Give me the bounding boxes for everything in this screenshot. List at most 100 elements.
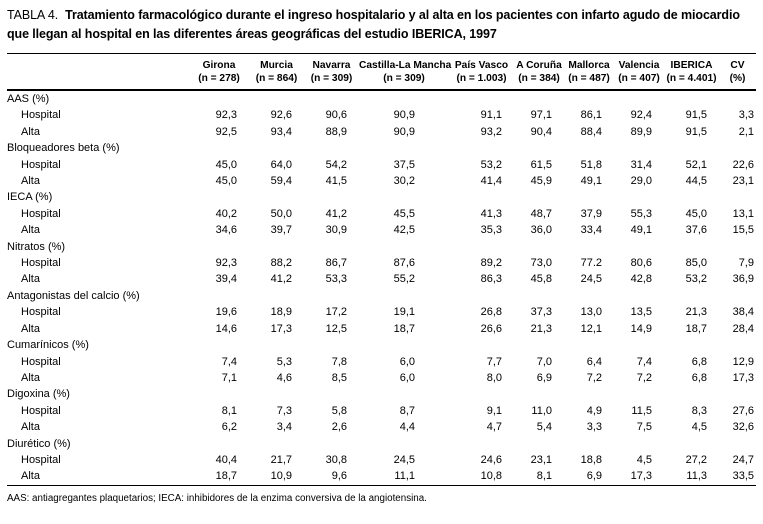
row-label: Hospital [21, 109, 61, 122]
cell-value: 24,6 [480, 453, 502, 466]
cell-value: 49,1 [580, 175, 602, 188]
cell-value: 7,2 [636, 371, 652, 384]
cell-value: 24,5 [580, 273, 602, 286]
cell-value: 18,7 [215, 470, 237, 483]
column-name: Girona [202, 60, 236, 71]
row-label: Alta [21, 125, 40, 138]
table-row: Alta 18,7 10,9 9,6 11,1 10,8 8,1 6,9 17,3 11,3 33,… [7, 468, 756, 485]
header-row: Girona (n = 278) Murcia (n = 864) Navarra (n … [7, 53, 756, 91]
cell-value: 7,5 [636, 421, 652, 434]
cell-value: 86,3 [480, 273, 502, 286]
cell-value: 45,5 [393, 207, 415, 220]
cell-value: 38,4 [732, 306, 754, 319]
cell-value: 91,5 [685, 125, 707, 138]
cell-value: 22,6 [732, 158, 754, 171]
cell-value: 6,9 [536, 371, 552, 384]
cell-value: 17,2 [325, 306, 347, 319]
column-name: Murcia [260, 60, 293, 71]
group-row: Cumarínicos (%) [7, 337, 756, 353]
table-title: TABLA 4. Tratamiento farmacológico durant… [7, 6, 756, 43]
cell-value: 7,8 [331, 355, 347, 368]
cell-value: 6,9 [586, 470, 602, 483]
row-label: Alta [21, 224, 40, 237]
table-row: Hospital 92,3 88,2 86,7 87,6 89,2 73,0 77.2 80,6… [7, 255, 756, 271]
table-row: Alta 45,0 59,4 41,5 30,2 41,4 45,9 49,1 29,0 44,5… [7, 173, 756, 189]
cell-value: 92,3 [215, 257, 237, 270]
table-row: Alta 92,5 93,4 88,9 90,9 93,2 90,4 88,4 89,9 91,5… [7, 124, 756, 140]
cell-value: 93,2 [480, 125, 502, 138]
column-header-murcia: Murcia (n = 864) [249, 53, 304, 91]
group-label: Antagonistas del calcio (%) [7, 289, 140, 302]
cell-value: 26,8 [480, 306, 502, 319]
cell-value: 97,1 [530, 109, 552, 122]
row-label: Alta [21, 470, 40, 483]
cell-value: 33,5 [732, 470, 754, 483]
cell-value: 11,0 [531, 404, 552, 417]
table-row: Hospital 45,0 64,0 54,2 37,5 53,2 61,5 51,8 31,4… [7, 157, 756, 173]
cell-value: 8,1 [536, 470, 552, 483]
cell-value: 27,2 [685, 453, 707, 466]
cell-value: 7,3 [276, 404, 292, 417]
cell-value: 92,3 [215, 109, 237, 122]
cell-value: 11,5 [631, 404, 652, 417]
cell-value: 53,2 [480, 158, 502, 171]
column-name: Navarra [312, 60, 351, 71]
cell-value: 51,8 [580, 158, 602, 171]
column-header-iberica: IBERICA (n = 4.401) [664, 53, 719, 91]
cell-value: 10,8 [480, 470, 502, 483]
cell-value: 55,2 [393, 273, 415, 286]
cell-value: 17,3 [732, 371, 754, 384]
cell-value: 87,6 [393, 257, 415, 270]
cell-value: 41,2 [270, 273, 292, 286]
cell-value: 53,2 [685, 273, 707, 286]
group-row: Nitratos (%) [7, 239, 756, 255]
cell-value: 88,2 [270, 257, 292, 270]
group-row: Antagonistas del calcio (%) [7, 288, 756, 304]
row-label: Hospital [21, 306, 61, 319]
column-header-girona: Girona (n = 278) [189, 53, 249, 91]
group-row: IECA (%) [7, 189, 756, 205]
cell-value: 4,9 [586, 404, 602, 417]
cell-value: 35,3 [480, 224, 502, 237]
cell-value: 19,6 [215, 306, 237, 319]
group-label: IECA (%) [7, 191, 53, 204]
cell-value: 64,0 [270, 158, 292, 171]
cell-value: 2,1 [738, 125, 754, 138]
table-row: Hospital 7,4 5,3 7,8 6,0 7,7 7,0 6,4 7,4 6,8 12,9 [7, 354, 756, 370]
cell-value: 86,7 [325, 257, 347, 270]
column-n: (n = 384) [518, 73, 560, 84]
cell-value: 44,5 [685, 175, 707, 188]
cell-value: 29,0 [630, 175, 652, 188]
cell-value: 4,4 [399, 421, 415, 434]
cell-value: 32,6 [732, 421, 754, 434]
cell-value: 37,6 [685, 224, 707, 237]
row-label: Alta [21, 322, 40, 335]
cell-value: 18,7 [685, 322, 707, 335]
cell-value: 55,3 [630, 207, 652, 220]
cell-value: 8,5 [331, 371, 347, 384]
cell-value: 6,0 [399, 355, 415, 368]
cell-value: 7,0 [536, 355, 552, 368]
column-n: (n = 309) [383, 73, 425, 84]
column-n: (n = 309) [310, 73, 353, 84]
table-row: Alta 14,6 17,3 12,5 18,7 26,6 21,3 12,1 14,9 18,7… [7, 321, 756, 337]
cell-value: 7,1 [221, 371, 237, 384]
cell-value: 12,9 [732, 355, 754, 368]
cell-value: 45,0 [215, 158, 237, 171]
table-row: Alta 39,4 41,2 53,3 55,2 86,3 45,8 24,5 42,8 53,2… [7, 271, 756, 287]
cell-value: 40,2 [215, 207, 237, 220]
cell-value: 90,9 [393, 125, 415, 138]
table-row: Alta 6,2 3,4 2,6 4,4 4,7 5,4 3,3 7,5 4,5 32,6 [7, 419, 756, 435]
cell-value: 15,5 [732, 224, 754, 237]
column-n: (n = 278) [198, 73, 240, 84]
cell-value: 13,5 [630, 306, 652, 319]
column-name: País Vasco [454, 60, 509, 71]
cell-value: 39,4 [215, 273, 237, 286]
column-name: Valencia [618, 60, 660, 71]
cell-value: 92,6 [270, 109, 292, 122]
cell-value: 93,4 [270, 125, 292, 138]
cell-value: 6,4 [586, 355, 602, 368]
column-n: (%) [729, 73, 746, 84]
table-row: Alta 34,6 39,7 30,9 42,5 35,3 36,0 33,4 49,1 37,6… [7, 222, 756, 238]
cell-value: 54,2 [325, 158, 347, 171]
